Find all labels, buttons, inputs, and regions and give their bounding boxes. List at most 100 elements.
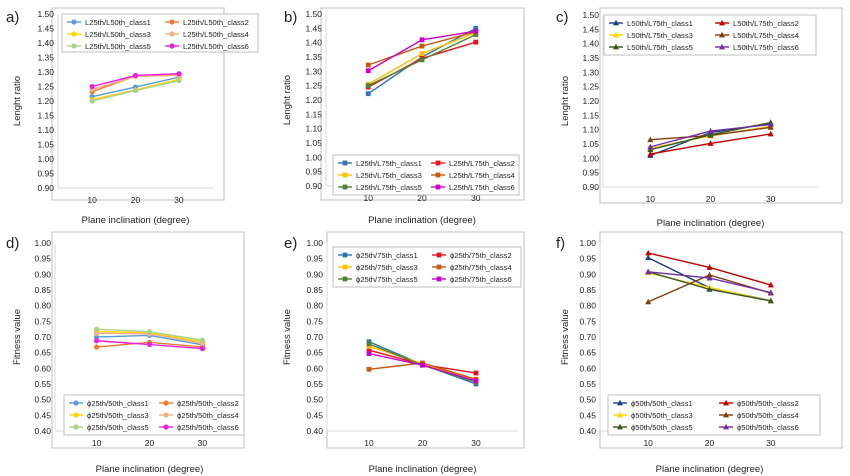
data-point (707, 131, 714, 138)
data-point (365, 91, 371, 97)
y-tick-label: 0.85 (579, 285, 596, 295)
data-point (706, 286, 713, 292)
legend-marker (613, 31, 619, 38)
legend-marker (71, 31, 77, 37)
y-tick-label: 0.90 (579, 269, 596, 279)
y-tick-label: 0.75 (579, 316, 596, 326)
x-tick-label: 30 (198, 438, 208, 448)
data-point (473, 28, 479, 34)
y-tick-label: 0.50 (34, 395, 51, 405)
legend-entry: L50th/L75th_class5 (627, 43, 693, 52)
y-tick-label: 0.45 (579, 410, 596, 420)
data-point (473, 32, 479, 38)
y-tick-label: 1.00 (37, 154, 54, 164)
y-tick-label: 0.70 (579, 332, 596, 342)
y-tick-label: 1.10 (582, 125, 599, 135)
legend-entry: ϕ50th/50th_class3 (631, 411, 693, 420)
data-point (767, 297, 774, 304)
y-tick-label: 0.60 (34, 363, 51, 373)
y-tick-label: 1.20 (37, 96, 54, 106)
y-axis-label: Lenght ratio (282, 75, 293, 125)
panel-label: e) (284, 235, 297, 252)
data-point (473, 39, 479, 45)
y-tick-label: 0.65 (34, 348, 51, 358)
y-tick-label: 0.55 (306, 379, 323, 389)
data-point (707, 140, 714, 146)
y-tick-label: 1.35 (582, 53, 599, 63)
data-point (89, 98, 95, 104)
y-tick-label: 1.50 (582, 10, 599, 20)
legend-marker (719, 43, 725, 50)
y-tick-label: 1.45 (305, 23, 322, 33)
x-tick-label: 30 (471, 438, 481, 448)
y-tick-label: 0.45 (306, 410, 323, 420)
y-tick-label: 1.15 (582, 110, 599, 120)
y-tick-label: 1.25 (37, 82, 54, 92)
data-point (366, 344, 372, 349)
y-tick-label: 1.05 (305, 138, 322, 148)
x-tick-label: 30 (471, 193, 481, 203)
x-tick-label: 10 (92, 438, 102, 448)
legend-marker (163, 400, 169, 406)
y-tick-label: 0.55 (579, 379, 596, 389)
y-tick-label: 1.30 (305, 66, 322, 76)
data-point (419, 51, 425, 56)
x-tick-label: 20 (418, 438, 428, 448)
legend-entry: L25th/L50th_class5 (85, 42, 151, 51)
legend-entry: L25th/L50th_class6 (183, 42, 249, 51)
data-point (647, 136, 654, 143)
legend-entry: L25th/L75th_class3 (356, 171, 422, 180)
data-point (706, 264, 713, 270)
y-axis-label: Lenght ratio (12, 76, 23, 126)
y-tick-label: 0.95 (306, 254, 323, 264)
data-point (366, 366, 372, 372)
legend-box (61, 13, 259, 53)
y-tick-label: 0.70 (34, 332, 51, 342)
x-tick-label: 20 (417, 193, 427, 203)
y-tick-label: 0.80 (306, 301, 323, 311)
legend-entry: L25th/L75th_class5 (356, 183, 422, 192)
legend-entry: ϕ50th/50th_class6 (737, 423, 799, 432)
y-tick-label: 0.90 (582, 182, 599, 192)
panel-label: a) (6, 9, 19, 26)
data-point (419, 37, 425, 43)
x-tick-label: 10 (364, 193, 374, 203)
legend-entry: ϕ25th/50th_class2 (177, 399, 239, 408)
data-point (647, 146, 654, 153)
data-point (366, 341, 372, 347)
y-tick-label: 1.00 (582, 153, 599, 163)
y-tick-label: 1.40 (305, 38, 322, 48)
legend-marker (73, 400, 79, 406)
x-tick-label: 10 (646, 194, 656, 204)
legend-marker (71, 43, 77, 49)
x-tick-label: 20 (145, 438, 155, 448)
y-tick-label: 1.40 (582, 39, 599, 49)
legend-marker (169, 43, 175, 49)
y-tick-label: 1.15 (305, 109, 322, 119)
y-tick-label: 1.35 (37, 53, 54, 63)
y-tick-label: 0.75 (34, 316, 51, 326)
data-point (93, 338, 100, 344)
y-tick-label: 1.40 (37, 38, 54, 48)
y-tick-label: 1.10 (37, 125, 54, 135)
y-tick-label: 0.90 (37, 183, 54, 193)
y-axis-label: Fitness value (560, 309, 571, 365)
data-point (419, 43, 425, 49)
y-tick-label: 0.40 (306, 426, 323, 436)
y-tick-label: 1.45 (37, 24, 54, 34)
y-tick-label: 1.05 (37, 140, 54, 150)
x-tick-label: 30 (174, 195, 184, 205)
y-tick-label: 1.50 (305, 9, 322, 19)
panel-label: c) (556, 9, 569, 26)
y-tick-label: 0.45 (34, 410, 51, 420)
legend-entry: ϕ25th/50th_class6 (177, 423, 239, 432)
x-tick-label: 10 (87, 195, 97, 205)
legend-marker (342, 172, 348, 178)
y-tick-label: 1.25 (305, 81, 322, 91)
legend-entry: L25th/L75th_class6 (449, 183, 515, 192)
legend-entry: L25th/L75th_class2 (449, 159, 515, 168)
legend-entry: L25th/L50th_class2 (183, 18, 249, 27)
y-tick-label: 0.40 (34, 426, 51, 436)
y-tick-label: 1.10 (305, 124, 322, 134)
data-point (132, 72, 139, 79)
